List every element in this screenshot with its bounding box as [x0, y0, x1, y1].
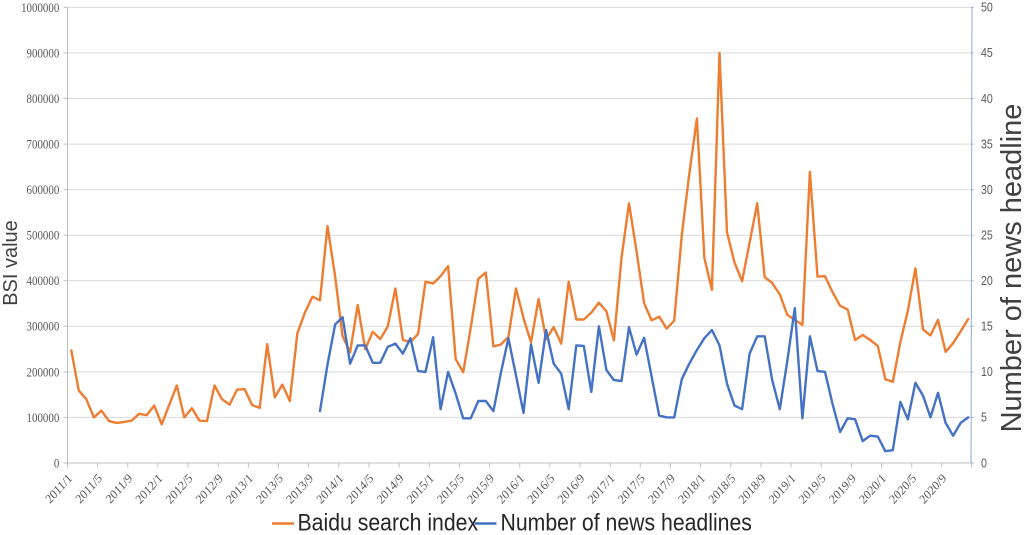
svg-text:1000000: 1000000 — [21, 0, 59, 15]
svg-text:40: 40 — [981, 92, 993, 106]
svg-text:0: 0 — [981, 457, 987, 471]
svg-text:Number of news headlines: Number of news headlines — [501, 508, 752, 535]
svg-text:800000: 800000 — [27, 91, 60, 106]
svg-text:35: 35 — [981, 138, 993, 152]
svg-text:0: 0 — [54, 455, 59, 470]
svg-text:BSI value: BSI value — [0, 220, 22, 306]
svg-text:700000: 700000 — [27, 137, 60, 152]
svg-text:20: 20 — [981, 274, 993, 288]
svg-text:15: 15 — [981, 320, 993, 334]
svg-text:45: 45 — [981, 46, 993, 60]
svg-text:200000: 200000 — [27, 364, 60, 379]
svg-text:50: 50 — [981, 1, 993, 15]
svg-text:Number of news headline: Number of news headline — [996, 104, 1024, 433]
svg-text:25: 25 — [981, 229, 993, 243]
svg-text:30: 30 — [981, 183, 993, 197]
svg-text:5: 5 — [981, 411, 987, 425]
svg-text:300000: 300000 — [27, 319, 60, 334]
svg-text:Baidu search index: Baidu search index — [298, 508, 479, 535]
svg-text:400000: 400000 — [27, 273, 60, 288]
svg-text:10: 10 — [981, 365, 993, 379]
svg-text:900000: 900000 — [27, 45, 60, 60]
svg-text:600000: 600000 — [27, 182, 60, 197]
svg-text:500000: 500000 — [27, 228, 60, 243]
svg-text:100000: 100000 — [27, 410, 60, 425]
